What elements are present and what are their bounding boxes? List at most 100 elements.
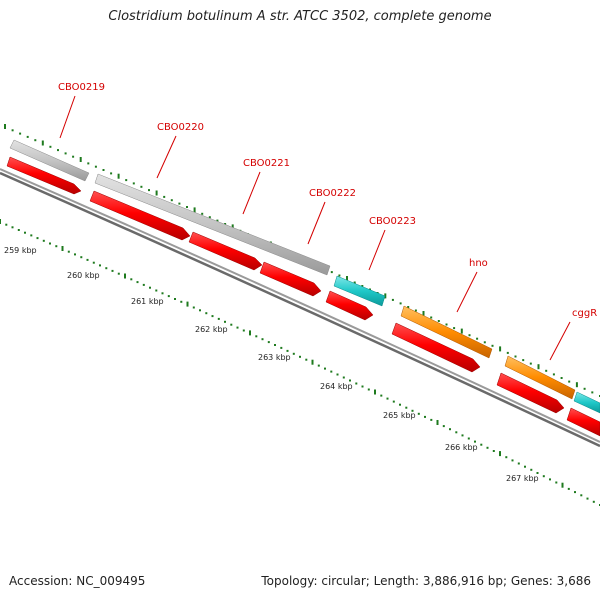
- outer-tick-dot: [422, 311, 425, 316]
- inner-tick-dot: [505, 456, 508, 459]
- outer-tick-dot: [11, 129, 14, 132]
- inner-tick-dot: [430, 418, 433, 421]
- leader-cbo0221: [242, 171, 261, 215]
- cds-arrow-next[interactable]: [566, 407, 600, 437]
- outer-tick-dot: [560, 377, 563, 379]
- outer-tick-dot: [453, 327, 456, 330]
- inner-tick-dot: [36, 237, 39, 240]
- outer-tick-dot: [208, 216, 211, 219]
- outer-tick-dot: [430, 316, 433, 319]
- inner-tick-dot: [280, 346, 283, 349]
- inner-tick-dot: [67, 250, 70, 253]
- inner-tick-dot: [124, 273, 126, 279]
- inner-tick-dot: [255, 335, 258, 338]
- inner-tick-dot: [324, 367, 326, 370]
- outer-tick-dot: [529, 362, 532, 365]
- gene-block-gray-cbo0219[interactable]: [9, 139, 90, 182]
- backbone-arc-inner: [0, 171, 600, 448]
- cds-arrow-cggr[interactable]: [496, 372, 565, 414]
- inner-tick-dot: [330, 370, 333, 373]
- cds-arrow-cbo0222[interactable]: [259, 261, 322, 297]
- inner-tick-dot: [149, 286, 151, 289]
- inner-tick-dot: [117, 272, 120, 275]
- gene-label-cbo0221[interactable]: CBO0221: [243, 158, 290, 169]
- inner-tick-dot: [142, 283, 145, 286]
- outer-tick-dot: [460, 328, 463, 334]
- inner-tick-dot: [580, 494, 583, 497]
- outer-tick-dot: [361, 285, 364, 287]
- inner-tick-dot: [555, 481, 558, 484]
- outer-tick-dot: [163, 195, 166, 198]
- outer-tick-dot: [552, 373, 555, 376]
- inner-tick-dot: [299, 355, 301, 358]
- inner-tick-dot: [499, 451, 501, 457]
- gene-block-cyan-cbo0223[interactable]: [333, 275, 386, 307]
- gene-label-cbo0219[interactable]: CBO0219: [58, 82, 105, 93]
- inner-tick-dot: [286, 349, 289, 352]
- label-leaders: [59, 95, 571, 361]
- scale-label-262: 262 kbp: [195, 325, 228, 334]
- inner-tick-dot: [524, 465, 526, 468]
- scale-label-264: 264 kbp: [320, 382, 353, 391]
- gene-block-orange-cggr[interactable]: [504, 355, 576, 400]
- inner-tick-dot: [86, 258, 89, 261]
- gene-label-cbo0220[interactable]: CBO0220: [157, 122, 204, 133]
- outer-tick-dot: [330, 271, 333, 274]
- outer-tick-dot: [4, 124, 6, 129]
- scale-label-263: 263 kbp: [258, 353, 291, 362]
- cds-arrow-cbo0221[interactable]: [188, 231, 263, 271]
- cds-arrow-cbo0223[interactable]: [325, 290, 374, 321]
- inner-tick-dot: [574, 491, 576, 494]
- inner-tick-dot: [186, 301, 189, 307]
- outer-tick-dot: [591, 391, 594, 394]
- cds-arrow-hno[interactable]: [391, 322, 481, 373]
- inner-tick-dot: [480, 443, 483, 446]
- inner-tick-dot: [367, 388, 370, 391]
- scale-label-260: 260 kbp: [67, 271, 100, 280]
- leader-cbo0222: [307, 201, 326, 245]
- gene-block-gray-cbo0220[interactable]: [94, 173, 331, 276]
- inner-tick-dot: [305, 358, 308, 361]
- outer-tick-dot: [170, 199, 173, 202]
- gene-block-orange-hno[interactable]: [400, 305, 493, 359]
- leader-hno: [456, 271, 478, 313]
- inner-tick-dot: [317, 364, 320, 367]
- leader-cbo0220: [156, 135, 177, 179]
- gene-label-hno[interactable]: hno: [469, 258, 488, 269]
- inner-tick-dot: [261, 338, 264, 341]
- outer-tick-dot: [491, 344, 494, 347]
- inner-tick-dot: [311, 359, 314, 365]
- inner-tick-dot: [267, 341, 270, 344]
- outer-tick-dot: [522, 359, 525, 362]
- inner-tick-marks: [0, 219, 600, 506]
- inner-tick-dot: [80, 256, 83, 259]
- gene-label-cbo0222[interactable]: CBO0222: [309, 188, 356, 199]
- gene-label-cbo0223[interactable]: CBO0223: [369, 216, 416, 227]
- outer-tick-dot: [64, 152, 67, 155]
- scale-label-261: 261 kbp: [131, 297, 164, 306]
- outer-tick-dot: [391, 298, 394, 301]
- gene-block-cyan-next[interactable]: [573, 391, 600, 414]
- cds-arrow-cbo0219[interactable]: [6, 156, 82, 195]
- inner-tick-dot: [355, 382, 358, 385]
- outer-tick-dot: [132, 182, 135, 185]
- outer-tick-dot: [110, 172, 113, 175]
- scale-label-259: 259 kbp: [4, 246, 37, 255]
- inner-tick-dot: [486, 446, 489, 449]
- outer-tick-dot: [437, 320, 440, 322]
- inner-tick-dot: [549, 478, 551, 481]
- outer-tick-dot: [231, 224, 234, 230]
- gene-label-cggr[interactable]: cggR: [572, 308, 597, 319]
- scale-label-266: 266 kbp: [445, 443, 478, 452]
- scale-label-267: 267 kbp: [506, 474, 539, 483]
- inner-tick-dot: [399, 403, 401, 406]
- inner-tick-dot: [249, 330, 251, 336]
- outer-tick-dot: [499, 346, 502, 352]
- inner-tick-dot: [586, 497, 589, 500]
- leader-cggr: [549, 321, 571, 361]
- inner-tick-dot: [336, 373, 339, 376]
- inner-tick-dot: [561, 482, 564, 488]
- cds-arrow-cbo0220[interactable]: [89, 190, 191, 241]
